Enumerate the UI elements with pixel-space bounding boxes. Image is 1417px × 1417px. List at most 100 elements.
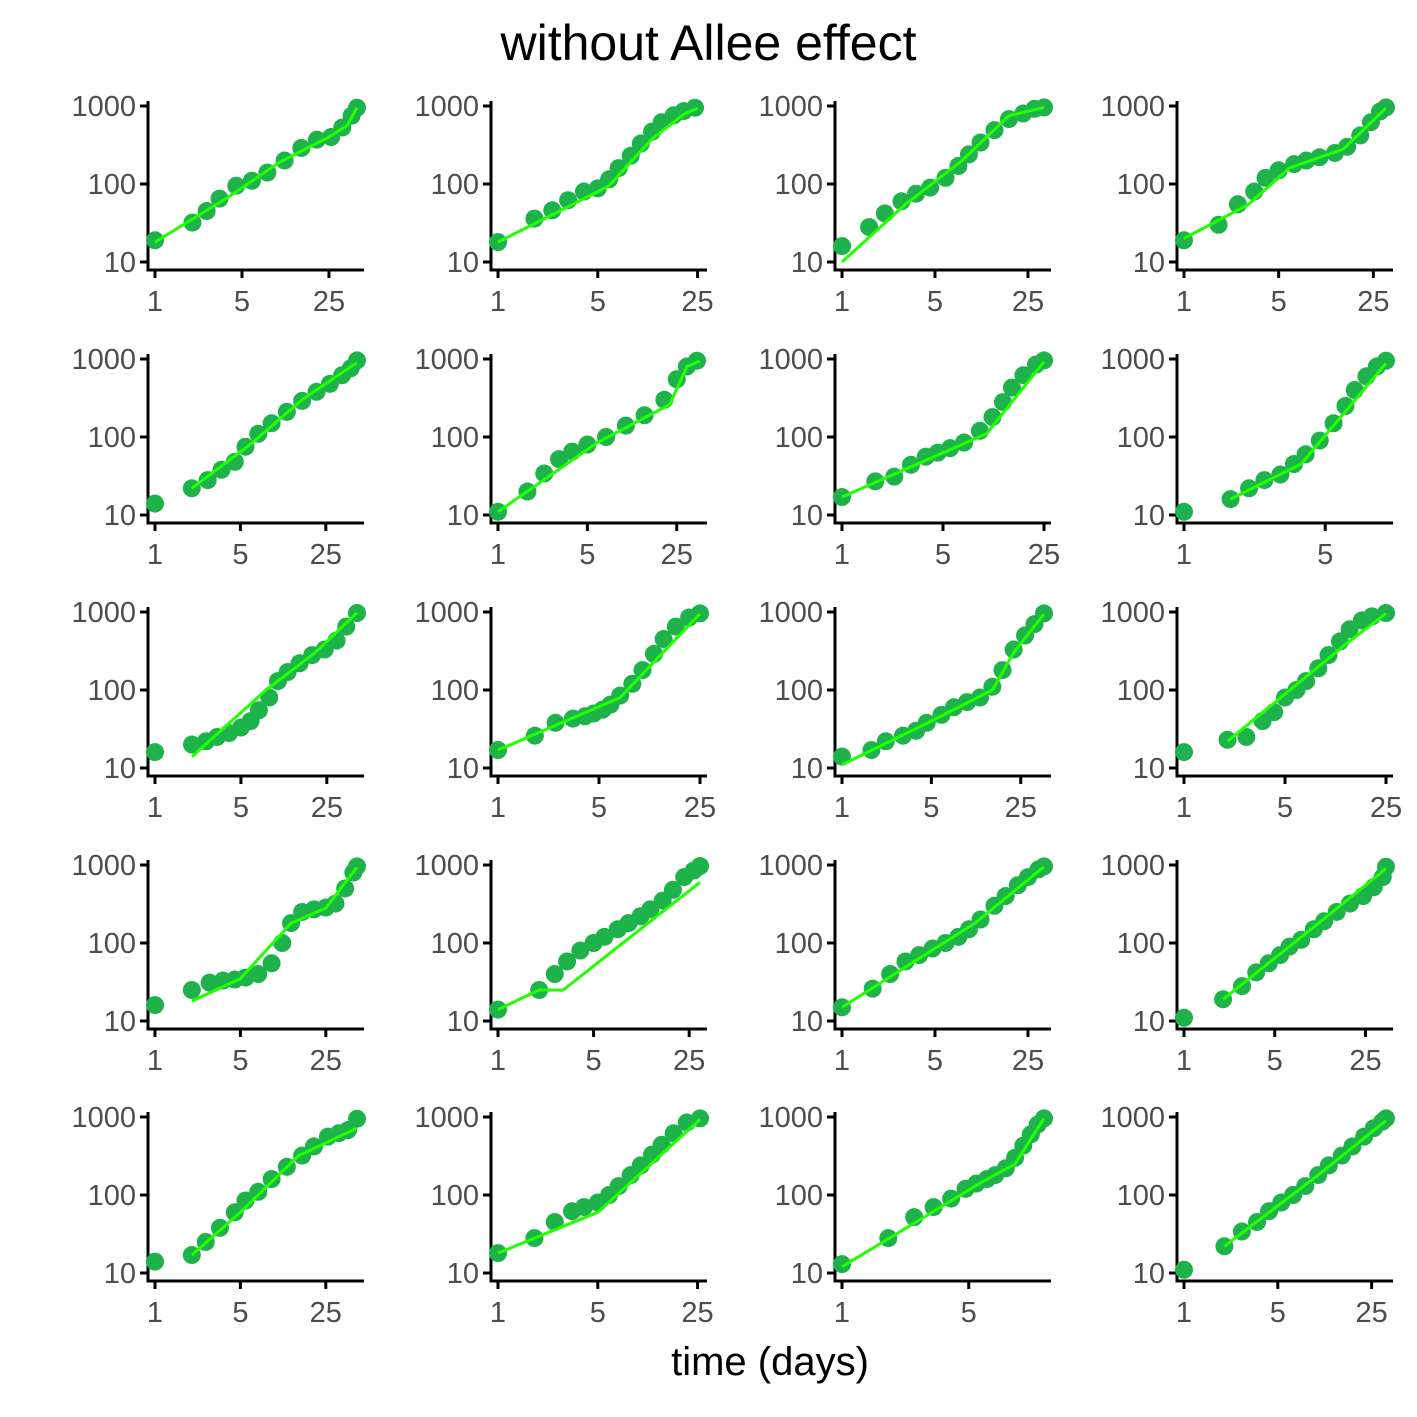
data-point: [1175, 1008, 1193, 1027]
x-tick-label: 25: [661, 539, 693, 571]
data-point: [225, 1203, 244, 1222]
y-tick-label: 10: [791, 753, 823, 785]
x-tick-label: 5: [1271, 286, 1287, 318]
y-tick-label: 100: [775, 422, 823, 454]
y-tick-label: 100: [775, 928, 823, 960]
y-tick-label: 10: [447, 500, 479, 532]
y-tick-label: 1000: [1100, 850, 1165, 882]
x-tick-label: 25: [1012, 286, 1044, 318]
y-tick-label: 100: [1117, 422, 1165, 454]
x-tick-label: 1: [490, 539, 506, 571]
data-point: [550, 450, 569, 469]
panel-2-4: 10 100 1000 1 5: [1100, 344, 1395, 571]
data-point: [1336, 396, 1355, 415]
y-tick-label: 100: [775, 675, 823, 707]
data-point: [595, 927, 614, 946]
x-tick-label: 1: [834, 286, 850, 318]
x-tick-label: 5: [590, 1297, 606, 1329]
data-point: [249, 965, 268, 984]
x-tick-label: 5: [961, 1297, 977, 1329]
fit-line: [190, 361, 358, 490]
panel-5-4: 10 100 1000 1 5 25: [1100, 1102, 1395, 1329]
y-tick-label: 1000: [758, 850, 823, 882]
data-point: [543, 201, 562, 220]
data-point: [1296, 445, 1315, 464]
panel-4-3: 10 100 1000 1 5 25: [758, 850, 1053, 1077]
x-tick-label: 25: [310, 1045, 342, 1077]
x-tick-label: 1: [147, 539, 163, 571]
fit-line: [497, 106, 699, 244]
y-tick-label: 100: [1117, 928, 1165, 960]
x-tick-label: 1: [490, 1297, 506, 1329]
x-tick-label: 25: [310, 1297, 342, 1329]
data-point: [146, 231, 164, 250]
x-tick-label: 25: [681, 286, 713, 318]
x-tick-label: 1: [1176, 1297, 1192, 1329]
y-tick-label: 1000: [414, 344, 479, 376]
panel-2-2: 10 100 1000 1 5 25: [414, 344, 707, 571]
data-point: [1209, 215, 1228, 234]
y-tick-label: 10: [1133, 247, 1165, 279]
x-tick-label: 1: [490, 792, 506, 824]
y-tick-label: 1000: [414, 597, 479, 629]
y-tick-label: 10: [791, 1006, 823, 1038]
fit-line: [497, 1118, 702, 1255]
x-tick-label: 1: [1176, 792, 1192, 824]
y-tick-label: 10: [1133, 753, 1165, 785]
y-tick-label: 10: [447, 753, 479, 785]
y-tick-label: 10: [104, 247, 136, 279]
x-tick-label: 5: [586, 1045, 602, 1077]
y-tick-label: 100: [431, 1180, 479, 1212]
fit-line: [1226, 612, 1387, 743]
y-tick-label: 10: [104, 753, 136, 785]
data-point: [198, 471, 217, 490]
x-tick-label: 1: [147, 1045, 163, 1077]
y-tick-label: 1000: [758, 344, 823, 376]
x-tick-label: 5: [579, 539, 595, 571]
data-point: [621, 146, 640, 165]
x-tick-label: 1: [834, 792, 850, 824]
y-tick-label: 1000: [71, 91, 136, 123]
data-point: [273, 934, 292, 952]
y-tick-label: 10: [447, 1258, 479, 1290]
data-point: [1221, 490, 1240, 509]
y-tick-label: 100: [431, 675, 479, 707]
data-point: [1175, 1260, 1193, 1279]
y-tick-label: 100: [88, 928, 136, 960]
panel-4-2: 10 100 1000 1 5 25: [414, 850, 709, 1077]
fit-line: [154, 106, 359, 244]
x-tick-label: 25: [1012, 1045, 1044, 1077]
x-tick-label: 25: [313, 286, 345, 318]
y-tick-label: 10: [104, 1258, 136, 1290]
y-tick-label: 1000: [758, 597, 823, 629]
y-tick-label: 100: [775, 169, 823, 201]
data-point: [875, 204, 894, 223]
data-point: [183, 213, 202, 232]
data-point: [574, 1198, 593, 1217]
x-tick-label: 25: [1349, 1045, 1381, 1077]
x-tick-label: 5: [1277, 792, 1293, 824]
panel-4-1: 10 100 1000 1 5 25: [71, 850, 366, 1077]
fit-line: [840, 105, 1045, 264]
x-tick-label: 5: [233, 792, 249, 824]
y-tick-label: 10: [1133, 1258, 1165, 1290]
y-tick-label: 100: [775, 1180, 823, 1212]
x-tick-label: 5: [1267, 1045, 1283, 1077]
y-tick-label: 100: [1117, 675, 1165, 707]
y-tick-label: 10: [791, 500, 823, 532]
x-tick-label: 5: [232, 1297, 248, 1329]
x-tick-label: 25: [1028, 539, 1060, 571]
fit-line: [841, 360, 1046, 499]
x-tick-label: 5: [590, 286, 606, 318]
fit-line: [841, 1117, 1046, 1269]
data-point: [146, 1252, 164, 1271]
panel-3-1: 10 100 1000 1 5 25: [71, 597, 366, 824]
x-tick-label: 1: [834, 1045, 850, 1077]
fit-line: [497, 881, 701, 1011]
panel-1-3: 10 100 1000 1 5 25: [758, 91, 1053, 318]
y-tick-label: 100: [88, 1180, 136, 1212]
data-point: [833, 488, 851, 507]
x-tick-label: 5: [232, 1045, 248, 1077]
data-point: [182, 980, 201, 999]
data-point: [1351, 126, 1370, 145]
